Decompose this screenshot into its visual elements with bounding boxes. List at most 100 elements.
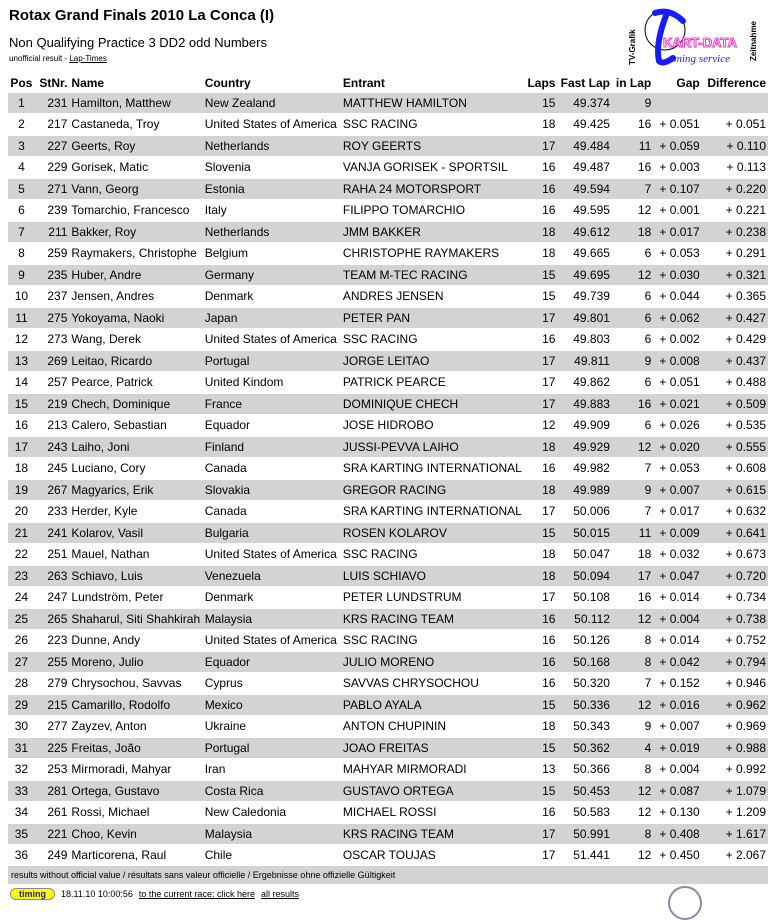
cell-difference: + 0.988 xyxy=(701,738,768,760)
cell-difference: + 0.365 xyxy=(701,287,768,308)
cell-entrant: RAHA 24 MOTORSPORT xyxy=(340,179,524,201)
table-row: 18 245 Luciano, Cory Canada SRA KARTING INTE… xyxy=(8,459,768,480)
cell-driver-name: Calero, Sebastian xyxy=(69,416,203,437)
cell-driver-name: Ortega, Gustavo xyxy=(69,781,203,803)
cell-difference: + 0.051 xyxy=(701,115,768,136)
table-row: 17 243 Laiho, Joni Finland JUSSI-PEVVA LAIHO… xyxy=(8,437,768,459)
cell-driver-name: Herder, Kyle xyxy=(69,502,203,523)
cell-difference: + 1.079 xyxy=(701,781,768,803)
cell-gap: + 0.059 xyxy=(653,136,702,158)
results-table: Pos StNr. Name Country Entrant Laps Fast Lap in… xyxy=(8,73,768,867)
cell-driver-name: Zayzev, Anton xyxy=(69,717,203,738)
cell-start-number: 229 xyxy=(34,158,70,179)
cell-start-number: 231 xyxy=(34,93,70,115)
cell-pos: 25 xyxy=(8,609,35,631)
table-row: 7 211 Bakker, Roy Netherlands JMM BAKKER 18 49… xyxy=(8,222,768,244)
table-row: 36 249 Marticorena, Raul Chile OSCAR TOUJAS 1… xyxy=(8,846,768,867)
cell-gap: + 0.017 xyxy=(653,502,702,523)
cell-in-lap: 16 xyxy=(611,158,654,179)
timing-badge[interactable]: timing xyxy=(10,888,55,900)
table-row: 31 225 Freitas, João Portugal JOAO FREITAS 15… xyxy=(8,738,768,760)
cell-fast-lap: 49.425 xyxy=(557,115,612,136)
cell-in-lap: 7 xyxy=(611,502,654,523)
cell-gap: + 0.051 xyxy=(653,373,702,394)
cell-driver-name: Yokoyama, Naoki xyxy=(69,308,203,330)
cell-laps: 18 xyxy=(523,566,558,588)
table-row: 32 253 Mirmoradi, Mahyar Iran MAHYAR MIRMORA… xyxy=(8,760,768,781)
cell-fast-lap: 49.595 xyxy=(557,201,612,222)
cell-entrant: FILIPPO TOMARCHIO xyxy=(340,201,524,222)
cell-fast-lap: 50.094 xyxy=(557,566,612,588)
cell-pos: 11 xyxy=(8,308,35,330)
cell-start-number: 227 xyxy=(34,136,70,158)
cell-pos: 18 xyxy=(8,459,35,480)
cell-laps: 15 xyxy=(523,93,558,115)
table-row: 2 217 Castaneda, Troy United States of Amer… xyxy=(8,115,768,136)
table-row: 21 241 Kolarov, Vasil Bulgaria ROSEN KOLAROV… xyxy=(8,523,768,545)
cell-entrant: SRA KARTING INTERNATIONAL xyxy=(340,502,524,523)
cell-laps: 12 xyxy=(523,416,558,437)
col-driver-name: Name xyxy=(71,76,105,90)
cell-laps: 18 xyxy=(523,244,558,265)
cell-in-lap: 8 xyxy=(611,631,654,652)
cell-gap: + 0.002 xyxy=(653,330,702,351)
table-row: 11 275 Yokoyama, Naoki Japan PETER PAN 17 49.8… xyxy=(8,308,768,330)
cell-gap: + 0.020 xyxy=(653,437,702,459)
cell-gap: + 0.030 xyxy=(653,265,702,287)
col-difference: Difference xyxy=(707,76,766,90)
cell-in-lap: 6 xyxy=(611,373,654,394)
cell-fast-lap: 49.665 xyxy=(557,244,612,265)
table-row: 1 231 Hamilton, Matthew New Zealand MATTHEW … xyxy=(8,93,768,115)
cell-laps: 18 xyxy=(523,115,558,136)
cell-fast-lap: 50.168 xyxy=(557,652,612,674)
cell-fast-lap: 49.484 xyxy=(557,136,612,158)
cell-country: Denmark xyxy=(202,588,341,609)
cell-driver-name: Moreno, Julio xyxy=(69,652,203,674)
cell-difference: + 0.110 xyxy=(701,136,768,158)
cell-gap: + 0.014 xyxy=(653,588,702,609)
cell-in-lap: 8 xyxy=(611,760,654,781)
cell-in-lap: 6 xyxy=(611,330,654,351)
table-row: 34 261 Rossi, Michael New Caledonia MICHAEL … xyxy=(8,803,768,824)
cell-laps: 17 xyxy=(523,308,558,330)
current-race-link[interactable]: to the current race: click here xyxy=(138,889,255,899)
cell-fast-lap: 49.739 xyxy=(557,287,612,308)
cell-gap: + 0.004 xyxy=(653,760,702,781)
cell-in-lap: 11 xyxy=(611,523,654,545)
table-header: Pos StNr. Name Country Entrant Laps Fast Lap in… xyxy=(8,73,768,93)
cell-fast-lap: 50.336 xyxy=(557,695,612,717)
lap-times-link[interactable]: Lap-Times xyxy=(69,54,107,63)
table-row: 24 247 Lundström, Peter Denmark PETER LUNDST… xyxy=(8,588,768,609)
cell-start-number: 211 xyxy=(34,222,70,244)
cell-fast-lap: 50.366 xyxy=(557,760,612,781)
cell-laps: 16 xyxy=(523,674,558,695)
table-row: 26 223 Dunne, Andy United States of America… xyxy=(8,631,768,652)
cell-country: Finland xyxy=(202,437,341,459)
cell-in-lap: 16 xyxy=(611,394,654,416)
cell-driver-name: Shaharul, Siti Shahkirah xyxy=(69,609,203,631)
cell-laps: 17 xyxy=(523,588,558,609)
cell-fast-lap: 49.989 xyxy=(557,480,612,502)
cell-entrant: KRS RACING TEAM xyxy=(340,609,524,631)
cell-driver-name: Vann, Georg xyxy=(69,179,203,201)
cell-laps: 17 xyxy=(523,824,558,846)
cell-difference: + 0.641 xyxy=(701,523,768,545)
cell-in-lap: 6 xyxy=(611,287,654,308)
cell-country: Netherlands xyxy=(202,222,341,244)
cell-start-number: 257 xyxy=(34,373,70,394)
cell-laps: 18 xyxy=(523,222,558,244)
cell-gap: + 0.107 xyxy=(653,179,702,201)
cell-country: New Caledonia xyxy=(202,803,341,824)
cell-country: United Kindom xyxy=(202,373,341,394)
cell-start-number: 217 xyxy=(34,115,70,136)
cell-pos: 3 xyxy=(8,136,35,158)
cell-start-number: 251 xyxy=(34,545,70,566)
all-results-link[interactable]: all results xyxy=(260,889,299,899)
cell-pos: 31 xyxy=(8,738,35,760)
cell-gap xyxy=(653,93,702,115)
cell-start-number: 237 xyxy=(34,287,70,308)
cell-country: New Zealand xyxy=(202,93,341,115)
cell-start-number: 239 xyxy=(34,201,70,222)
cell-difference: + 0.962 xyxy=(701,695,768,717)
cell-difference: + 0.221 xyxy=(701,201,768,222)
